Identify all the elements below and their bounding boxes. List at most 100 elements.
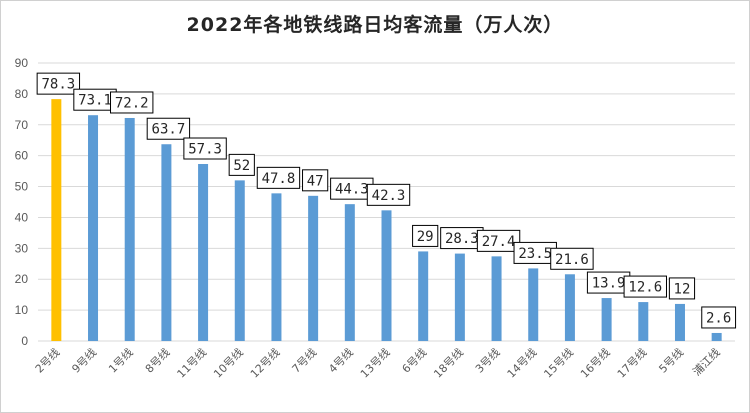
data-label-box [256,166,301,189]
y-tick-label: 70 [15,118,29,132]
data-label-box [668,277,696,300]
bar [491,256,502,341]
data-label-box [623,275,667,298]
data-label: 21.6 [550,247,594,270]
data-label-text: 29 [417,229,434,245]
data-label-box [550,247,594,270]
data-label-text: 73.1 [78,93,112,109]
bar [271,193,282,341]
data-label-box [183,137,227,160]
bar [161,144,172,341]
data-label: 63.7 [146,117,191,140]
data-label-box [228,153,255,176]
data-label-box [36,72,81,95]
y-tick-label: 0 [21,334,28,348]
x-tick-label: 3号线 [472,345,502,375]
x-tick-label: 12号线 [247,345,282,380]
x-tick-label: 13号线 [357,345,392,380]
data-label: 78.3 [36,72,81,95]
bar [51,99,62,341]
x-tick-label: 16号线 [577,345,612,380]
data-label: 2.6 [701,306,737,329]
x-tick-label: 18号线 [431,345,466,380]
data-labels: 78.373.1 72.263.757.3 52 47.8 47 44.3 42.3 29 28… [36,72,737,329]
x-tick-label: 14号线 [504,345,539,380]
x-tick-label: 2号线 [32,345,62,375]
bar [88,115,99,341]
data-label-text: 28.3 [445,231,479,247]
x-tick-label: 7号线 [289,345,319,375]
x-tick-label: 4号线 [326,345,356,375]
data-label: 44.3 [330,177,374,200]
data-label: 23.5 [513,241,557,264]
bar [528,268,539,341]
x-tick-label: 1号线 [105,345,135,375]
x-axis-ticks: 2号线 9号线 1号线 8号线 11号线 10号线 12号线 7号线 4号线 13号线 6号线 18号… [32,345,723,380]
bar [418,251,429,341]
data-label: 28.3 [440,227,484,250]
x-tick-label: 11号线 [174,345,209,380]
bar [601,298,612,341]
data-label: 47 [302,169,329,192]
bar [124,117,135,341]
data-label-box [701,306,737,329]
data-label-text: 13.9 [592,276,626,292]
data-label-text: 2.6 [706,310,731,326]
data-label-text: 21.6 [555,252,589,268]
data-label-box [146,117,191,140]
data-label-box [302,169,329,192]
x-tick-label: 15号线 [541,345,576,380]
data-label-text: 23.5 [518,246,552,262]
y-tick-label: 80 [15,87,29,101]
x-tick-label: 浦江线 [690,345,723,378]
data-label-text: 52 [233,158,250,174]
bar [198,164,209,341]
bar [234,180,245,341]
y-tick-label: 40 [15,210,29,224]
data-label-text: 42.3 [372,188,406,204]
data-label-text: 78.3 [41,77,75,93]
y-tick-label: 10 [15,303,29,317]
data-label-text: 44.3 [335,182,369,198]
data-label-text: 47.8 [262,171,296,187]
bar [344,204,355,341]
data-label-text: 63.7 [152,122,186,138]
y-tick-label: 90 [15,56,29,70]
bars [51,99,722,341]
y-tick-label: 50 [15,180,29,194]
data-label-text: 57.3 [188,142,222,158]
data-label: 29 [412,224,439,247]
x-tick-label: 9号线 [69,345,99,375]
x-tick-label: 5号线 [656,345,686,375]
data-label-box [366,183,411,206]
data-label-text: 47 [307,173,324,189]
y-axis-ticks: 0 10 20 30 40 50 60 70 80 90 [15,56,29,348]
data-label-text: 72.2 [115,95,149,111]
x-tick-label: 6号线 [399,345,429,375]
bar [308,195,319,341]
data-label-box [110,91,154,114]
bar [564,274,575,341]
data-label-box [412,224,439,247]
data-label: 13.9 [586,271,631,294]
data-label-text: 12 [674,281,691,297]
data-label: 42.3 [366,183,411,206]
chart-title: 2022年各地铁线路日均客流量（万人次） [186,14,564,36]
y-tick-label: 30 [15,241,29,255]
x-tick-label: 17号线 [614,345,649,380]
x-tick-label: 8号线 [142,345,172,375]
data-label: 12 [668,277,696,300]
data-label: 73.1 [73,88,117,111]
data-label: 52 [228,153,255,176]
bar [674,303,685,341]
bar [638,302,649,341]
data-label: 12.6 [623,275,667,298]
data-label: 72.2 [110,91,154,114]
y-tick-label: 20 [15,272,29,286]
bar [711,332,722,341]
data-label: 27.4 [476,229,521,252]
bar [454,253,465,341]
data-label-text: 27.4 [482,234,516,250]
data-label: 47.8 [256,166,301,189]
